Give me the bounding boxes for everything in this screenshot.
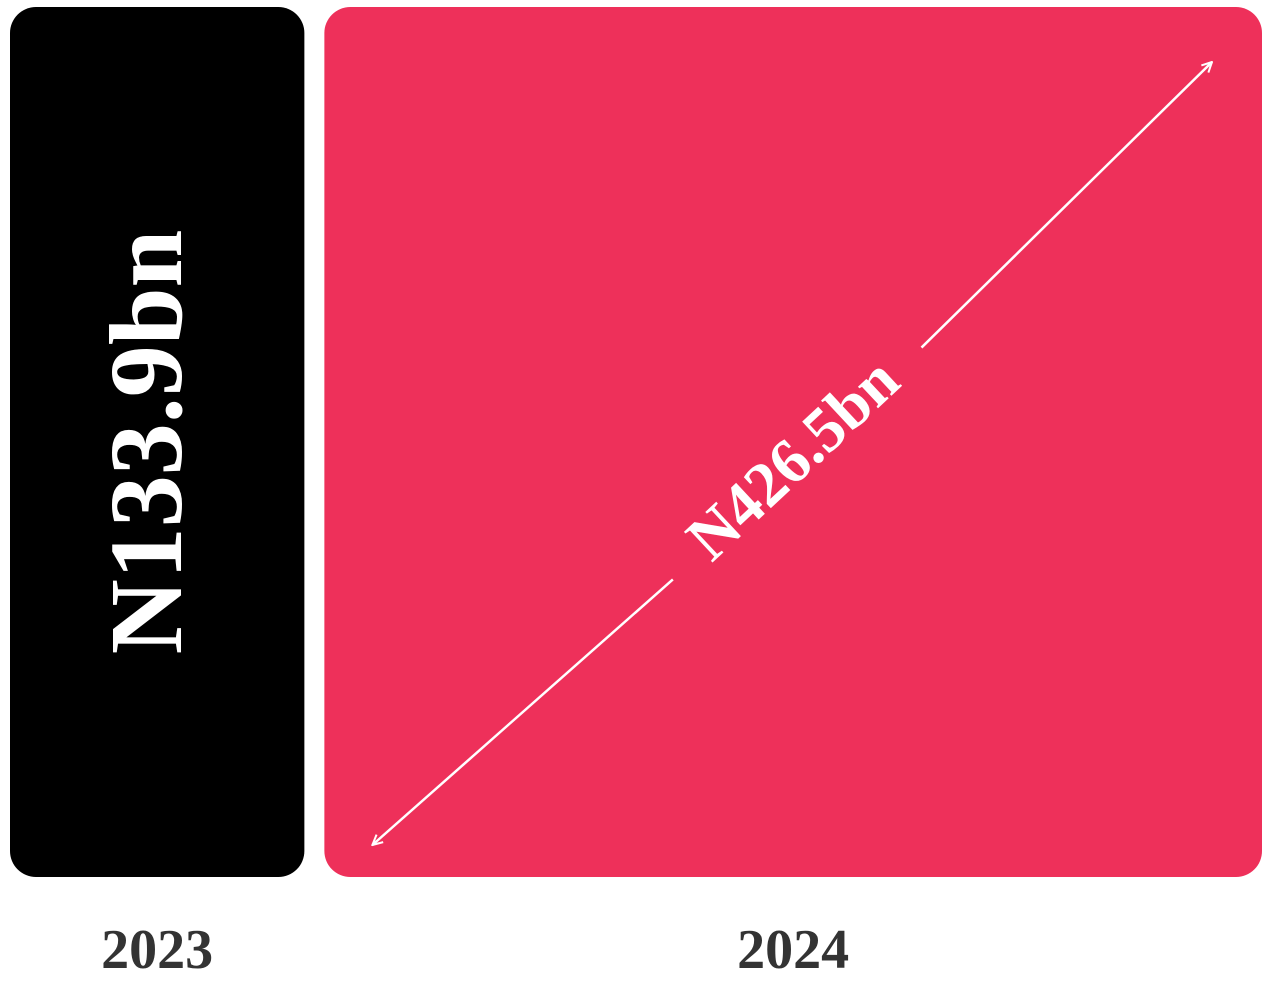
category-label: 2023 (101, 919, 213, 981)
value-label: N133.9bn (89, 230, 204, 655)
value-box (324, 7, 1262, 877)
arrow (372, 578, 674, 845)
value-box (10, 7, 305, 877)
category-label: 2024 (737, 919, 849, 981)
arrow (920, 62, 1212, 349)
